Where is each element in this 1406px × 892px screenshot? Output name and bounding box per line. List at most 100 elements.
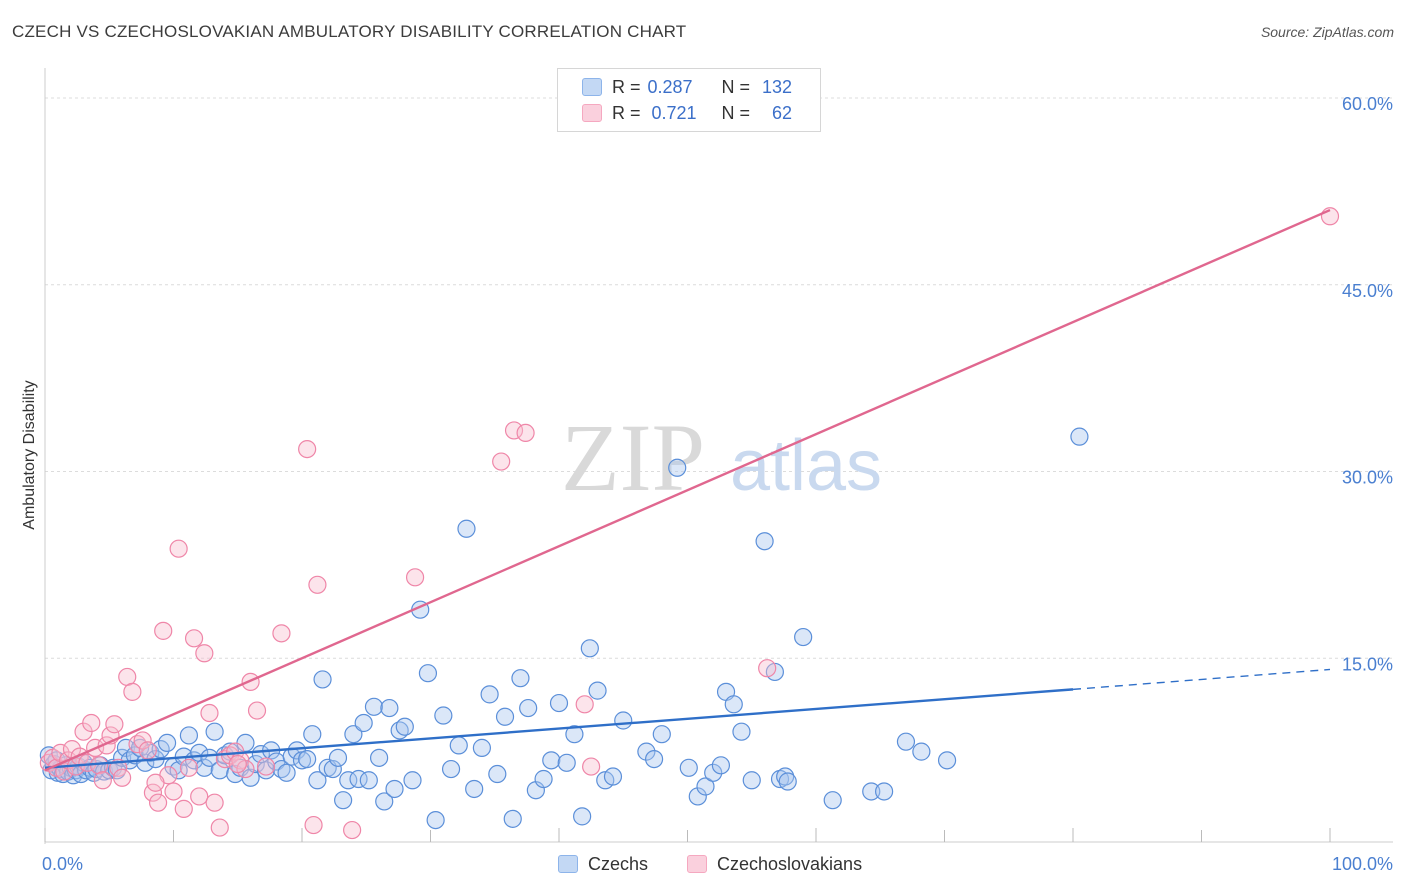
- x-tick-label-max: 100.0%: [1332, 854, 1393, 874]
- point-czechs: [776, 767, 795, 786]
- point-czechs: [480, 685, 499, 704]
- point-czechoslovakians: [154, 621, 173, 640]
- point-czechoslovakians: [105, 715, 124, 734]
- x-tick-label-min: 0.0%: [42, 854, 83, 874]
- legend-n-value: 132: [762, 76, 793, 97]
- point-czechs: [488, 764, 507, 784]
- point-czechs: [862, 782, 881, 801]
- point-czechs: [303, 725, 322, 744]
- point-czechoslovakians: [82, 713, 101, 733]
- legend-n-label: N =: [721, 76, 751, 97]
- point-czechs: [875, 782, 894, 801]
- point-czechs: [557, 753, 576, 772]
- point-czechs: [375, 792, 394, 811]
- point-czechs: [732, 722, 751, 741]
- point-czechs: [549, 693, 569, 713]
- point-czechs: [495, 707, 515, 726]
- point-czechs: [298, 749, 317, 769]
- point-czechoslovakians: [205, 793, 224, 812]
- point-czechoslovakians: [200, 703, 219, 723]
- bottom-legend-label-czechs: Czechs: [588, 853, 649, 874]
- point-czechs: [778, 772, 797, 791]
- point-czechs: [511, 669, 530, 688]
- bottom-legend-czechoslovakians: Czechoslovakians: [687, 852, 862, 876]
- point-czechoslovakians: [298, 439, 317, 459]
- y-tick-label: 45.0%: [1342, 281, 1393, 301]
- point-czechs: [696, 777, 715, 796]
- point-czechs: [742, 771, 761, 790]
- point-czechs: [614, 711, 633, 730]
- point-czechs: [205, 722, 224, 741]
- trend-lines: [44, 208, 1331, 772]
- point-czechoslovakians: [308, 575, 327, 594]
- point-czechoslovakians: [247, 701, 267, 720]
- point-czechs: [679, 758, 698, 777]
- watermark: ZIP atlas: [561, 404, 882, 511]
- point-czechoslovakians: [405, 568, 425, 587]
- bottom-legend-swatch-czechoslovakians: [687, 855, 707, 873]
- point-czechs: [441, 759, 461, 779]
- y-tick-label: 60.0%: [1342, 94, 1393, 114]
- point-czechs: [380, 698, 399, 718]
- point-czechs: [395, 717, 414, 736]
- point-czechs: [724, 695, 743, 714]
- point-czechoslovakians: [123, 682, 142, 701]
- point-czechs: [937, 751, 957, 770]
- data-points: [39, 207, 1340, 840]
- point-czechs: [823, 791, 842, 810]
- point-czechs: [418, 664, 438, 683]
- point-czechoslovakians: [148, 793, 168, 812]
- point-czechoslovakians: [272, 624, 291, 643]
- bottom-legend-swatch-czechs: [558, 855, 578, 873]
- point-czechoslovakians: [516, 423, 535, 443]
- point-czechs: [472, 738, 491, 757]
- point-czechoslovakians: [343, 820, 362, 840]
- point-czechoslovakians: [146, 773, 165, 792]
- point-czechs: [644, 749, 664, 769]
- point-czechs: [334, 791, 353, 810]
- axes: [44, 68, 1393, 844]
- point-czechs: [385, 779, 404, 799]
- point-czechoslovakians: [256, 757, 276, 776]
- legend: R = 0.287 N = 132 R = 0.721 N = 62: [557, 68, 821, 132]
- point-czechs: [434, 706, 453, 725]
- point-czechs: [912, 742, 931, 761]
- point-czechs: [573, 807, 592, 826]
- point-czechs: [652, 725, 671, 744]
- y-tick-label: 15.0%: [1342, 654, 1393, 674]
- point-czechoslovakians: [174, 799, 193, 818]
- point-czechoslovakians: [138, 741, 157, 760]
- point-czechs: [449, 736, 468, 755]
- y-tick-label: 30.0%: [1342, 468, 1393, 488]
- point-czechoslovakians: [51, 743, 70, 762]
- point-czechs: [519, 698, 538, 718]
- point-czechs: [157, 733, 177, 753]
- point-czechs: [668, 458, 687, 477]
- tick-labels: 15.0% 30.0% 45.0% 60.0% 0.0% 100.0%: [42, 94, 1393, 874]
- point-czechoslovakians: [504, 421, 524, 440]
- legend-n-value: 62: [772, 102, 793, 123]
- point-czechoslovakians: [179, 758, 199, 777]
- point-czechs: [588, 681, 607, 700]
- point-czechs: [534, 769, 553, 789]
- legend-r-value: 0.287: [647, 76, 693, 97]
- point-czechoslovakians: [164, 782, 183, 801]
- bottom-legend-czechs: Czechs: [558, 852, 648, 876]
- point-czechs: [370, 748, 389, 767]
- watermark-zip: ZIP: [561, 404, 705, 511]
- point-czechs: [195, 758, 214, 777]
- point-czechoslovakians: [492, 452, 511, 471]
- point-czechs: [313, 670, 332, 689]
- point-czechs: [542, 751, 561, 770]
- point-czechs: [1070, 427, 1089, 446]
- legend-r-label: R =: [612, 76, 641, 97]
- point-czechs: [711, 756, 731, 775]
- point-czechoslovakians: [582, 757, 601, 776]
- point-czechs: [277, 763, 296, 782]
- trend-line-czechoslovakians: [44, 208, 1331, 772]
- point-czechs: [328, 748, 348, 767]
- point-czechoslovakians: [575, 695, 594, 714]
- chart-title: CZECH VS CZECHOSLOVAKIAN AMBULATORY DISA…: [12, 22, 687, 41]
- point-czechs: [704, 763, 723, 782]
- legend-n-label: N =: [721, 102, 751, 123]
